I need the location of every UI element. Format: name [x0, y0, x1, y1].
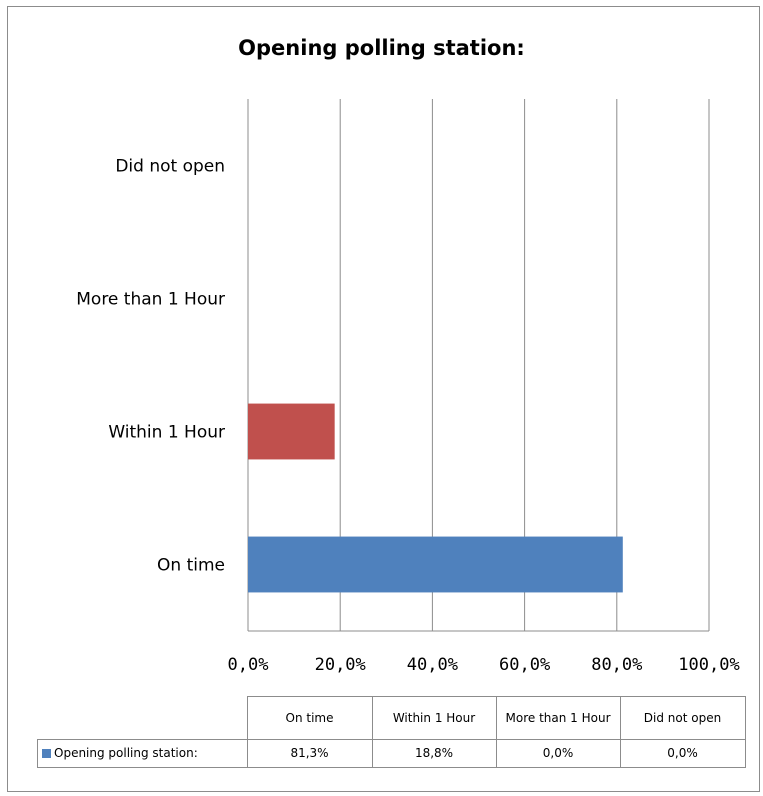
chart-frame: [7, 6, 760, 792]
category-label: On time: [157, 556, 225, 576]
data-table-header-cell: Did not open: [619, 696, 746, 740]
data-table-corner: [37, 696, 248, 740]
category-label: Within 1 Hour: [108, 423, 225, 443]
category-label: Did not open: [115, 157, 225, 177]
category-label: More than 1 Hour: [76, 290, 225, 310]
x-tick-label: 80,0%: [591, 655, 642, 675]
data-table: On time Within 1 Hour More than 1 Hour D…: [37, 696, 746, 768]
x-tick-label: 60,0%: [499, 655, 550, 675]
data-table-header-cell: More than 1 Hour: [495, 696, 621, 740]
data-table-header-cell: Within 1 Hour: [371, 696, 497, 740]
bar: [248, 403, 335, 460]
data-table-series-label: Opening polling station:: [54, 746, 198, 760]
data-table-row: Opening polling station: 81,3% 18,8% 0,0…: [37, 738, 746, 768]
bar: [248, 536, 623, 593]
x-tick-label: 40,0%: [407, 655, 458, 675]
data-table-header-row: On time Within 1 Hour More than 1 Hour D…: [37, 696, 746, 740]
data-table-value-cell: 18,8%: [371, 738, 497, 768]
x-tick-label: 20,0%: [315, 655, 366, 675]
legend-key-icon: [42, 749, 51, 758]
x-tick-label: 100,0%: [678, 655, 739, 675]
data-table-value-cell: 81,3%: [246, 738, 373, 768]
data-table-value-cell: 0,0%: [495, 738, 621, 768]
chart-title: Opening polling station:: [238, 36, 525, 60]
data-table-value-cell: 0,0%: [619, 738, 746, 768]
x-tick-label: 0,0%: [228, 655, 269, 675]
data-table-series-cell: Opening polling station:: [37, 738, 248, 768]
data-table-header-cell: On time: [246, 696, 373, 740]
chart-plot: On time Within 1 Hour More than 1 Hour Did …: [76, 99, 740, 675]
